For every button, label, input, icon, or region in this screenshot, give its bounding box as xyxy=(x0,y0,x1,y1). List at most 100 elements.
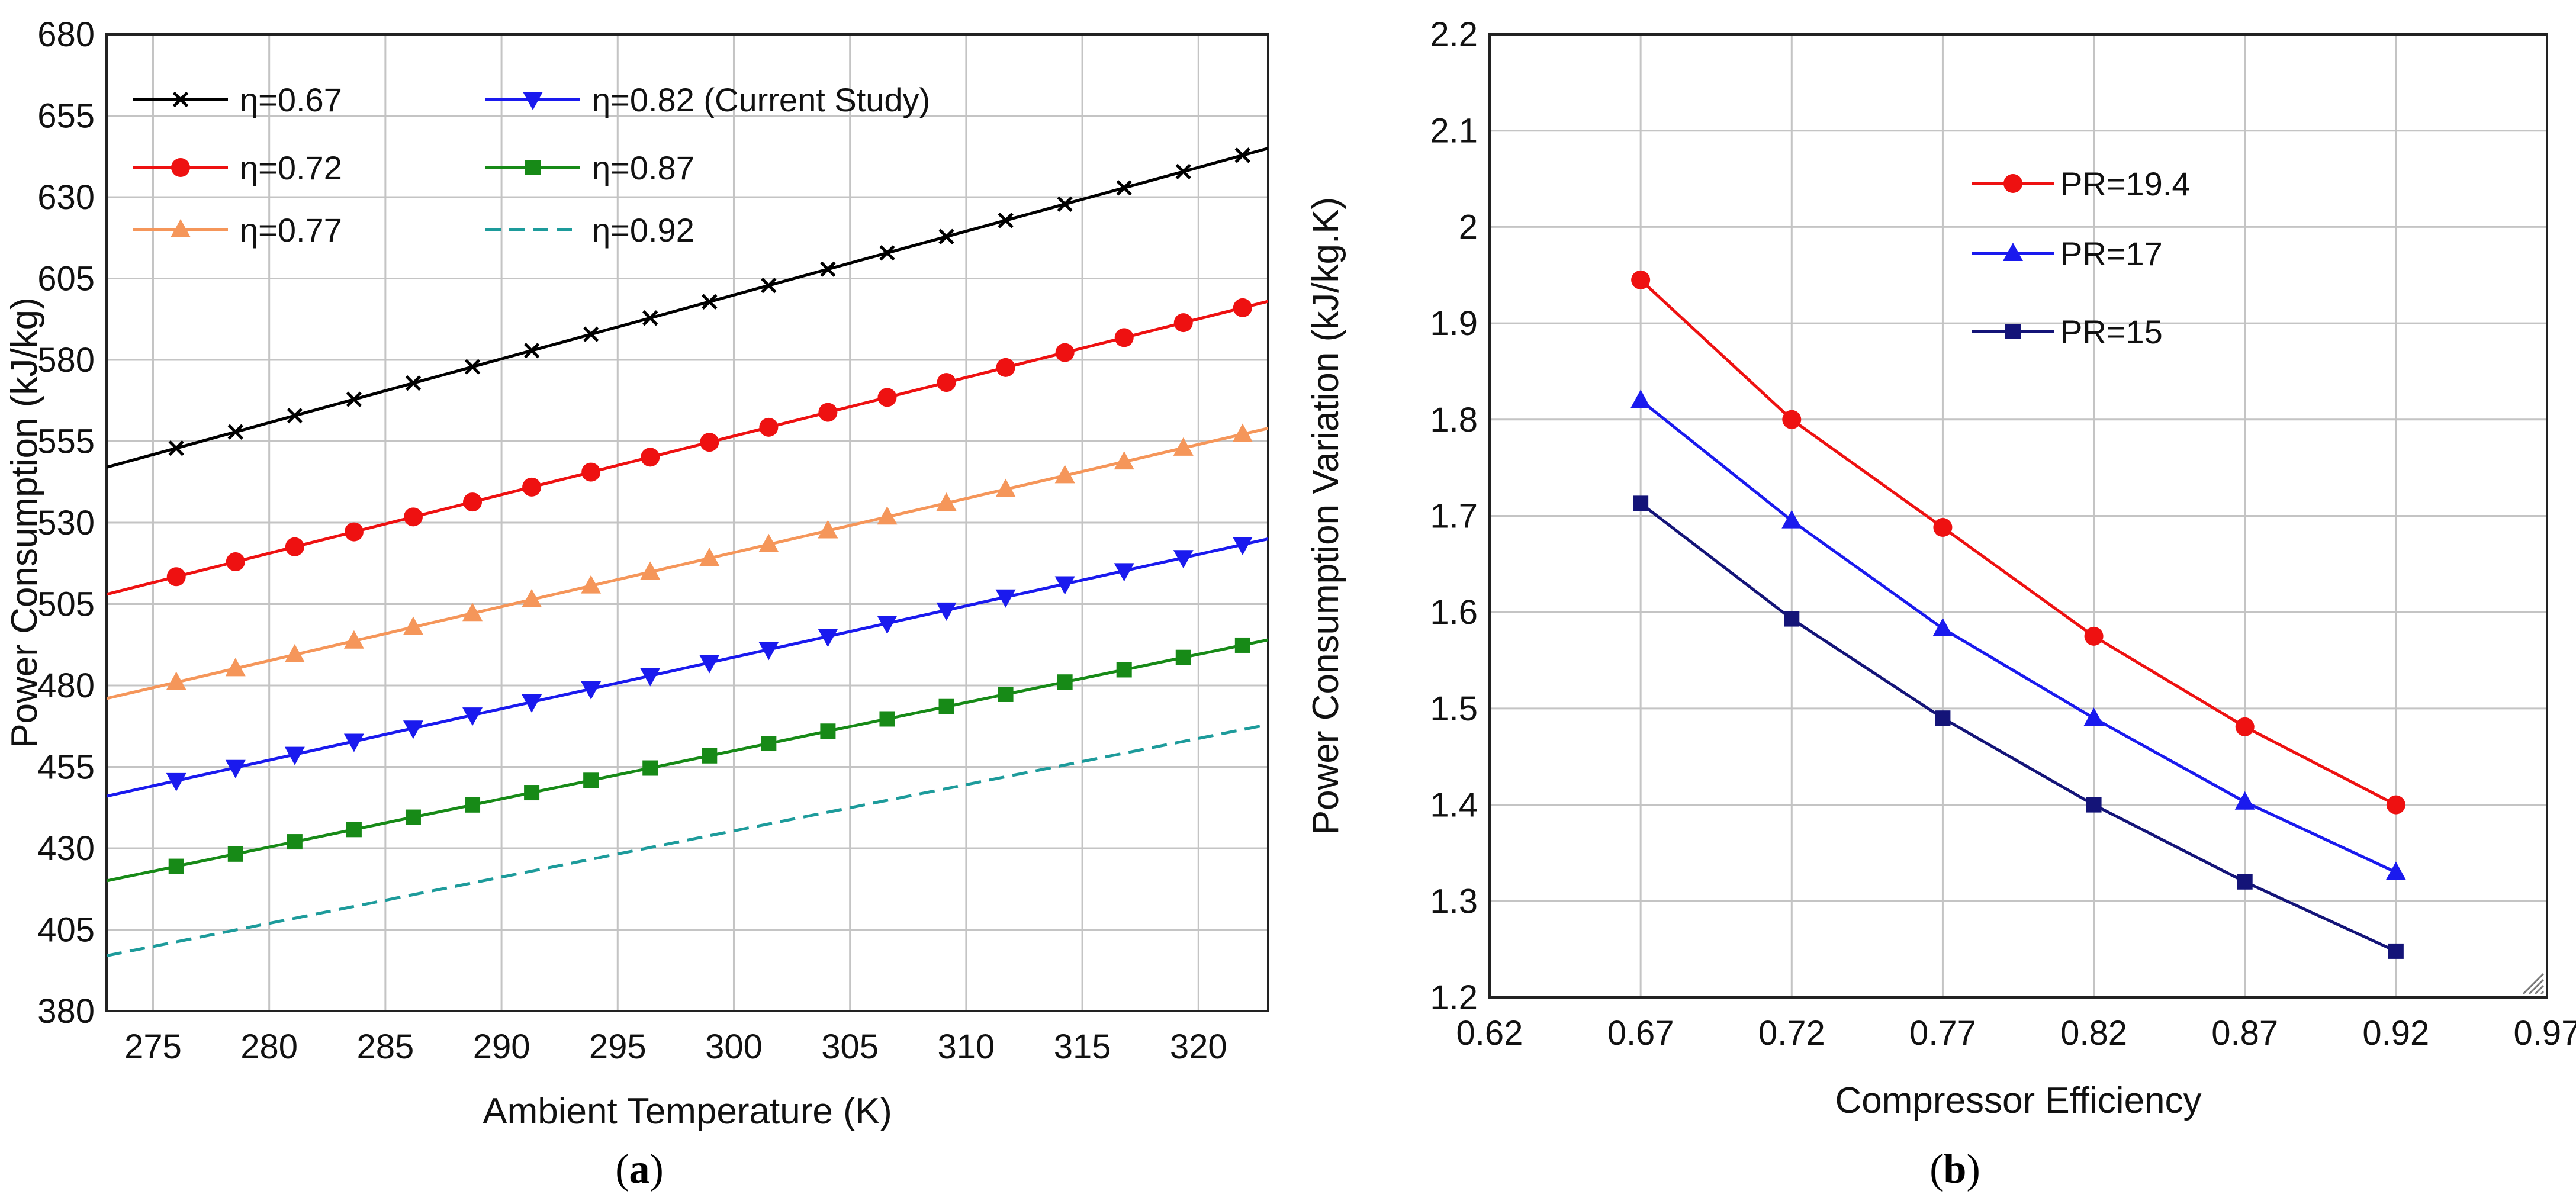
legend-label: η=0.77 xyxy=(240,211,342,249)
data-point xyxy=(702,748,718,764)
data-point xyxy=(405,375,422,391)
data-point xyxy=(2083,707,2104,726)
data-point xyxy=(641,448,660,467)
data-point xyxy=(758,533,779,552)
data-point xyxy=(2386,795,2405,815)
x-tick-label: 300 xyxy=(705,1028,763,1066)
data-point xyxy=(464,359,481,375)
legend-marker xyxy=(523,92,543,110)
data-point xyxy=(227,846,243,862)
legend-marker xyxy=(2005,324,2021,339)
data-point xyxy=(405,809,421,825)
data-point xyxy=(2234,791,2255,810)
data-point xyxy=(936,602,957,621)
data-point xyxy=(1175,163,1191,180)
data-point xyxy=(938,228,954,244)
data-point xyxy=(225,658,246,677)
data-point xyxy=(285,537,304,556)
data-point xyxy=(463,492,483,512)
tick-labels: 0.62 0.67 0.72 0.77 0.82 0.87 0.92 0.97 1.2 1.3 1.… xyxy=(1430,15,2576,1052)
y-tick-label: 555 xyxy=(37,423,95,461)
resize-grip[interactable] xyxy=(2522,973,2545,995)
data-point xyxy=(581,575,602,594)
y-tick-label: 530 xyxy=(37,504,95,542)
legend-label: η=0.67 xyxy=(240,81,342,118)
legend-label: η=0.87 xyxy=(592,149,694,186)
data-point xyxy=(284,746,305,765)
grip-line xyxy=(2540,990,2545,995)
data-point xyxy=(166,567,186,587)
data-point xyxy=(998,686,1014,702)
panel-caption: (a) xyxy=(615,1147,664,1192)
panel-a-power-vs-temperature: 275 280 285 290 295 300 305 310 315 320 380 405 430 4… xyxy=(4,15,1269,1192)
x-tick-label: 305 xyxy=(821,1028,879,1066)
series-line-η=0.72 xyxy=(107,300,1268,596)
y-axis-label: Power Consumption (kJ/kg) xyxy=(4,297,45,748)
data-point xyxy=(1631,270,1651,289)
x-tick-label: 0.82 xyxy=(2060,1014,2127,1052)
y-tick-label: 2.2 xyxy=(1430,15,1478,54)
legend-marker xyxy=(525,160,541,175)
y-axis-label: Power Consumption Variation (kJ/kg.K) xyxy=(1305,197,1346,835)
series-line-η=0.67 xyxy=(107,147,1268,469)
y-tick-label: 680 xyxy=(37,15,95,54)
data-point xyxy=(522,588,542,607)
legend-label: PR=19.4 xyxy=(2060,165,2191,202)
data-point xyxy=(524,785,540,801)
y-tick-label: 580 xyxy=(37,341,95,379)
data-point xyxy=(642,310,658,326)
y-tick-label: 630 xyxy=(37,178,95,217)
series-line-η=0.82 (Current Study) xyxy=(107,537,1268,798)
series-group xyxy=(1630,270,2406,959)
data-point xyxy=(462,603,483,622)
data-point xyxy=(937,373,956,392)
data-point xyxy=(1055,343,1075,362)
series-line-PR=17 xyxy=(1639,399,2397,874)
data-point xyxy=(403,616,423,635)
panel-b-variation-vs-efficiency: 0.62 0.67 0.72 0.77 0.82 0.87 0.92 0.97 1.2 1.3 1.… xyxy=(1305,15,2576,1192)
data-point xyxy=(344,522,364,542)
legend-label: PR=17 xyxy=(2060,235,2163,272)
legend-label: η=0.72 xyxy=(240,149,342,186)
data-point xyxy=(168,440,184,456)
plot-frame xyxy=(1488,33,2548,999)
data-point xyxy=(1057,674,1073,690)
x-tick-label: 0.87 xyxy=(2211,1014,2278,1052)
y-tick-label: 1.9 xyxy=(1430,304,1478,343)
y-tick-label: 655 xyxy=(37,97,95,136)
data-point xyxy=(1054,465,1075,484)
data-point xyxy=(818,520,838,539)
data-point xyxy=(818,629,838,648)
data-point xyxy=(1935,710,1951,726)
data-point xyxy=(343,630,364,649)
data-point xyxy=(1933,518,1953,537)
x-tick-label: 0.92 xyxy=(2362,1014,2429,1052)
x-tick-label: 320 xyxy=(1170,1028,1227,1066)
data-point xyxy=(877,506,898,525)
series-line-η=0.77 xyxy=(107,427,1268,700)
x-tick-label: 275 xyxy=(124,1028,182,1066)
y-tick-label: 2.1 xyxy=(1430,112,1478,150)
legend-marker xyxy=(2003,174,2022,193)
data-point xyxy=(1116,662,1132,678)
data-point xyxy=(583,772,599,788)
data-point xyxy=(2086,797,2102,813)
data-point xyxy=(699,548,720,566)
data-point xyxy=(346,822,362,838)
plot-frame xyxy=(105,33,1269,1012)
data-point xyxy=(1234,637,1250,653)
data-point xyxy=(998,213,1014,228)
y-tick-label: 2 xyxy=(1459,208,1478,246)
data-point xyxy=(700,433,719,452)
data-point xyxy=(1175,649,1191,665)
data-point xyxy=(1114,328,1134,347)
data-point xyxy=(761,278,777,294)
x-tick-label: 0.67 xyxy=(1607,1014,1674,1052)
data-point xyxy=(1633,495,1649,511)
data-point xyxy=(462,707,483,726)
y-tick-label: 1.3 xyxy=(1430,882,1478,920)
data-point xyxy=(168,858,184,874)
grip-line xyxy=(2528,978,2545,995)
data-point xyxy=(226,552,245,572)
data-point xyxy=(522,477,542,497)
